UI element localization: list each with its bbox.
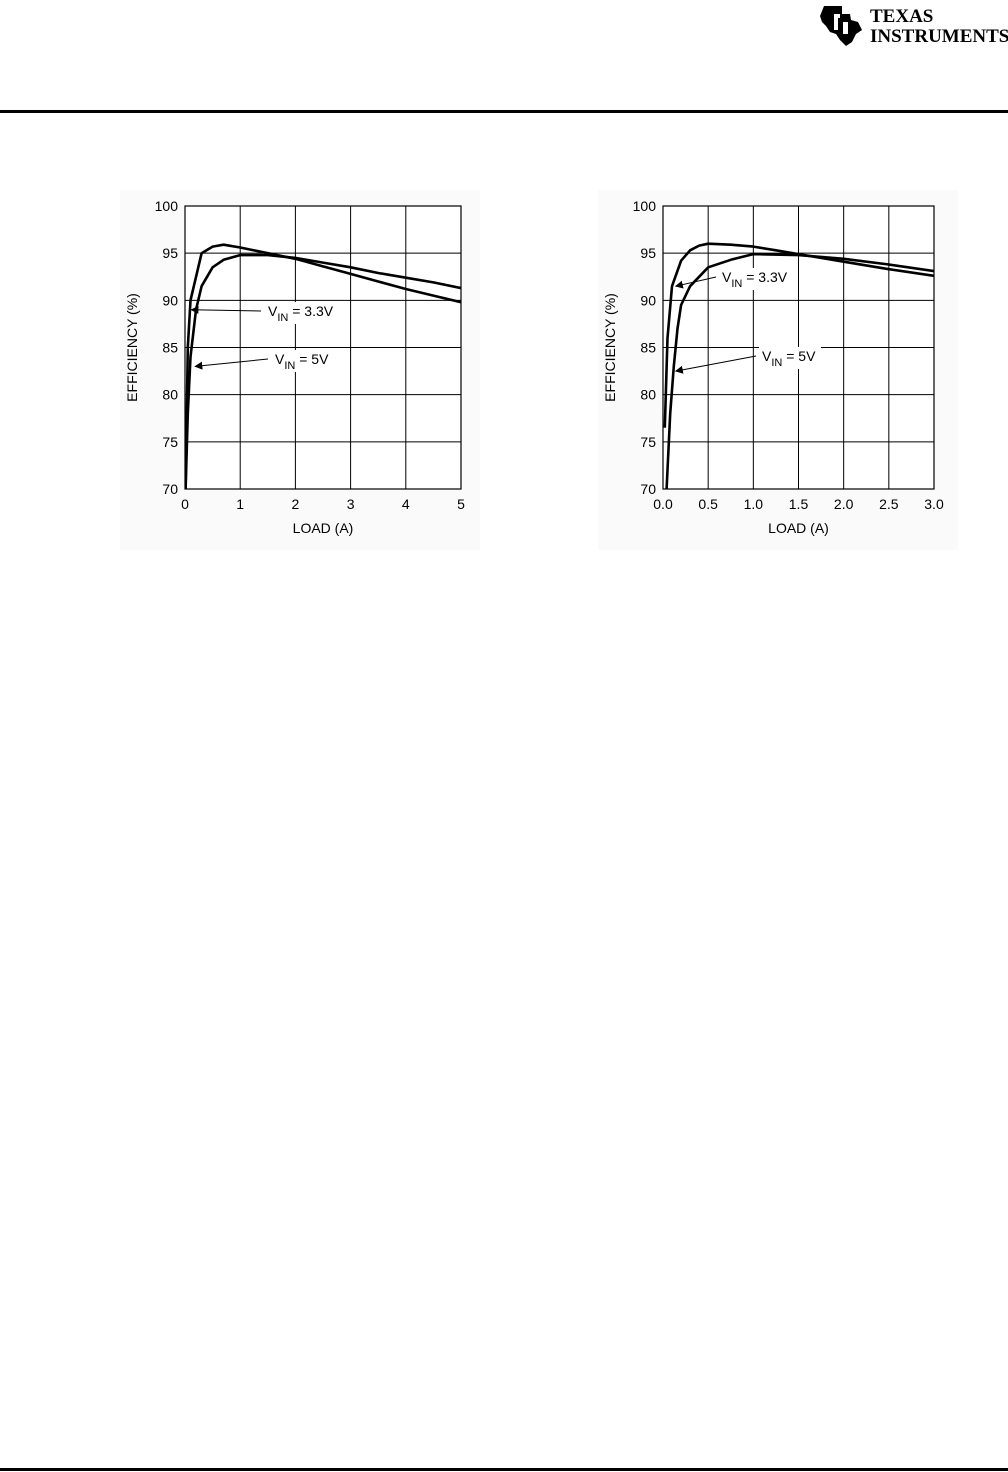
ti-logo-line1: TEXAS (870, 6, 934, 27)
annotation-bg (759, 347, 821, 369)
plot-frame (184, 205, 462, 490)
x-tick-label: 3 (347, 496, 355, 512)
x-tick-label: 5 (457, 496, 465, 512)
annotation-arrow (194, 358, 269, 370)
annotation-bg (272, 350, 334, 372)
ti-logo-line2: INSTRUMENTS (870, 26, 1008, 47)
y-tick-label: 75 (162, 434, 178, 450)
y-tick-label: 75 (640, 434, 656, 450)
series-annotation: VIN = 3.3V (268, 303, 334, 324)
x-axis-label: LOAD (A) (768, 520, 829, 536)
x-tick-label: 1 (236, 496, 244, 512)
y-tick-label: 85 (162, 340, 178, 356)
efficiency-chart-right-svg: 0.0 0.5 1.0 1.5 2.0 2.5 3.0 70 75 80 85 90 95 100 LOAD… (602, 198, 944, 536)
annotation-rest: = 3.3V (288, 303, 333, 319)
y-tick-label: 80 (640, 387, 656, 403)
annotation-subscript: IN (731, 278, 742, 290)
efficiency-chart-left: 0 1 2 3 4 5 70 75 80 85 90 95 100 LOAD (A) EFFICIENCY … (120, 190, 480, 550)
x-axis-label: LOAD (A) (293, 520, 354, 536)
x-tick-label: 0.5 (698, 496, 718, 512)
ti-logo (818, 4, 1008, 48)
annotation-subscript: IN (771, 357, 782, 369)
ti-state-icon (820, 6, 862, 46)
annotation-rest: = 5V (295, 351, 329, 367)
header-rule (0, 110, 1008, 113)
annotation-subscript: IN (284, 360, 295, 372)
annotation-rest: = 3.3V (742, 269, 787, 285)
annotation-v: V (268, 303, 278, 319)
x-tick-label: 0 (181, 496, 189, 512)
series-line (185, 243, 461, 489)
x-tick-label: 3.0 (924, 496, 944, 512)
series-annotation: VIN = 5V (762, 348, 816, 369)
y-tick-label: 70 (162, 481, 178, 497)
y-tick-label: 90 (162, 292, 178, 308)
y-axis-label: EFFICIENCY (%) (124, 293, 140, 402)
y-tick-label: 95 (640, 245, 656, 261)
annotation-subscript: IN (277, 312, 288, 324)
series-line (663, 242, 934, 428)
series-annotation: VIN = 3.3V (722, 269, 788, 290)
annotation-bg (719, 268, 797, 290)
annotation-arrow (674, 355, 757, 374)
x-tick-label: 2 (292, 496, 300, 512)
efficiency-chart-left-svg: 0 1 2 3 4 5 70 75 80 85 90 95 100 LOAD (A) EFFICIENCY … (124, 198, 465, 536)
y-tick-label: 80 (162, 387, 178, 403)
x-tick-label: 1.0 (744, 496, 764, 512)
x-tick-label: 1.5 (789, 496, 809, 512)
y-tick-label: 100 (633, 198, 657, 214)
annotation-v: V (722, 269, 732, 285)
annotation-arrow (190, 305, 262, 314)
annotation-bg (265, 302, 343, 324)
y-tick-label: 95 (162, 245, 178, 261)
series-line (665, 252, 934, 489)
y-tick-label: 90 (640, 292, 656, 308)
annotation-v: V (275, 351, 285, 367)
annotation-rest: = 5V (782, 348, 816, 364)
y-tick-label: 100 (155, 198, 179, 214)
x-tick-label: 2.5 (879, 496, 899, 512)
efficiency-chart-right: 0.0 0.5 1.0 1.5 2.0 2.5 3.0 70 75 80 85 90 95 100 LOAD… (598, 190, 958, 550)
plot-frame (662, 205, 935, 490)
x-tick-label: 2.0 (834, 496, 854, 512)
x-tick-label: 4 (402, 496, 410, 512)
series-line (185, 253, 461, 489)
y-tick-label: 85 (640, 340, 656, 356)
x-tick-label: 0.0 (653, 496, 673, 512)
y-axis-label: EFFICIENCY (%) (602, 293, 618, 402)
footer-rule (0, 1468, 1008, 1471)
y-tick-label: 70 (640, 481, 656, 497)
series-annotation: VIN = 5V (275, 351, 329, 372)
annotation-v: V (762, 348, 772, 364)
